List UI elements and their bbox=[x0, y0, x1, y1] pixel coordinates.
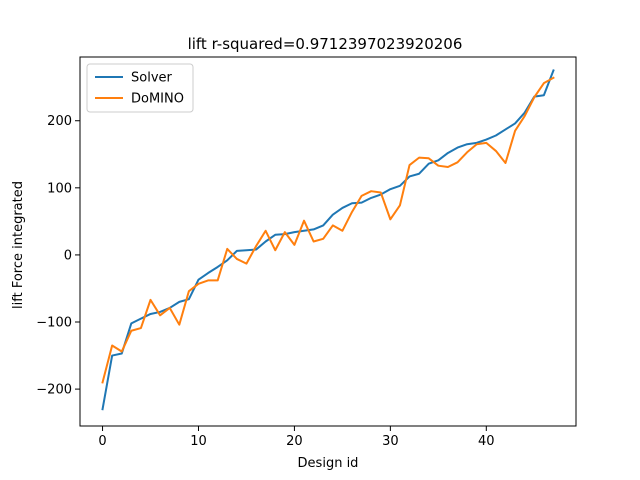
series-line-domino bbox=[101, 76, 555, 384]
y-tick-label: −200 bbox=[36, 383, 72, 398]
plot-area: 0 10 20 30 40 −200 −100 0 100 200 Solver DoMINO bbox=[36, 56, 577, 449]
x-tick-label: 0 bbox=[98, 434, 106, 449]
x-axis-label: Design id bbox=[298, 456, 359, 471]
y-tick-label: −100 bbox=[36, 316, 72, 331]
y-axis-label: lift Force integrated bbox=[11, 181, 26, 309]
x-tick-label: 20 bbox=[286, 434, 303, 449]
x-tick-label: 30 bbox=[382, 434, 399, 449]
chart-title: lift r-squared=0.9712397023920206 bbox=[188, 35, 463, 53]
y-tick-label: 200 bbox=[47, 114, 72, 129]
series-line-solver bbox=[101, 69, 555, 411]
axes-frame bbox=[79, 56, 577, 427]
x-tick-label: 40 bbox=[478, 434, 495, 449]
legend-label-domino: DoMINO bbox=[131, 92, 184, 107]
legend-label-solver: Solver bbox=[131, 71, 173, 86]
x-tick-label: 10 bbox=[190, 434, 207, 449]
y-tick-label: 100 bbox=[47, 181, 72, 196]
y-tick-label: 0 bbox=[64, 248, 72, 263]
